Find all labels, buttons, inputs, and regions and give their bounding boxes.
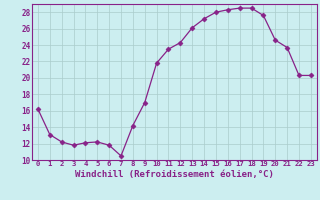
X-axis label: Windchill (Refroidissement éolien,°C): Windchill (Refroidissement éolien,°C) — [75, 170, 274, 179]
